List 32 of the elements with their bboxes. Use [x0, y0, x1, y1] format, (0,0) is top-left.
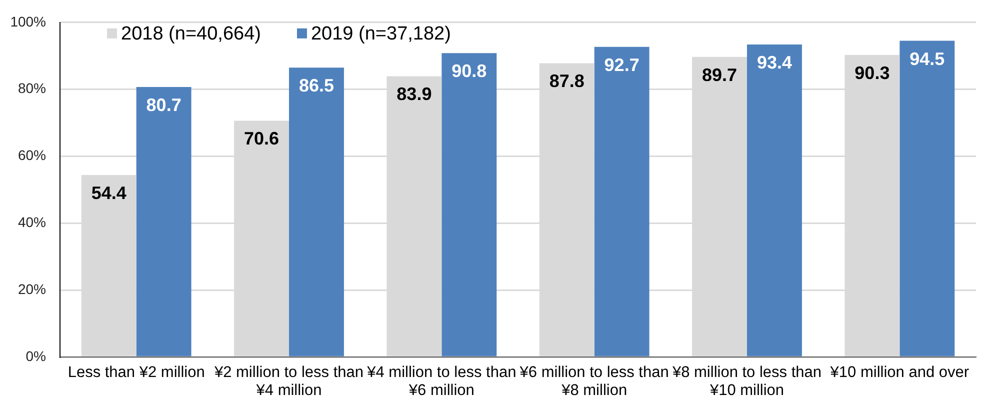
data-label: 80.7: [146, 94, 182, 115]
data-label: 94.5: [910, 48, 945, 69]
bar: [136, 86, 192, 356]
data-label: 83.9: [396, 84, 432, 104]
bar: [747, 44, 802, 356]
data-label: 93.4: [756, 52, 792, 72]
data-label: 54.4: [91, 182, 126, 203]
data-label: 90.3: [854, 62, 890, 83]
bar: [900, 40, 955, 356]
y-tick-label: 60%: [18, 147, 46, 164]
x-tick-label: ¥8 million to less than ¥10 million: [671, 364, 822, 400]
y-tick-label: 0%: [26, 348, 46, 364]
data-label: 70.6: [244, 128, 280, 149]
data-label: 87.8: [549, 71, 584, 92]
data-label: 86.5: [298, 76, 334, 96]
bar: [442, 53, 497, 356]
y-tick-label: 40%: [18, 214, 46, 230]
bar: [594, 46, 650, 356]
y-tick-label: 100%: [10, 13, 46, 30]
bar: [289, 68, 344, 356]
y-tick-label: 20%: [18, 280, 46, 297]
legend-label: 2018 (n=40,664): [121, 24, 261, 45]
data-label: 89.7: [702, 64, 738, 85]
x-tick-label: ¥4 million to less than ¥6 million: [366, 364, 516, 400]
x-tick-label: ¥6 million to less than ¥8 million: [518, 364, 669, 400]
data-label: 90.8: [452, 61, 487, 82]
x-tick-label: Less than ¥2 million: [68, 364, 205, 382]
x-tick-label: ¥2 million to less than ¥4 million: [213, 364, 364, 400]
x-tick-label: ¥10 million and over: [829, 364, 970, 382]
legend-label: 2019 (n=37,182): [310, 24, 451, 45]
y-tick-label: 80%: [18, 80, 46, 96]
data-label: 92.7: [604, 54, 640, 75]
